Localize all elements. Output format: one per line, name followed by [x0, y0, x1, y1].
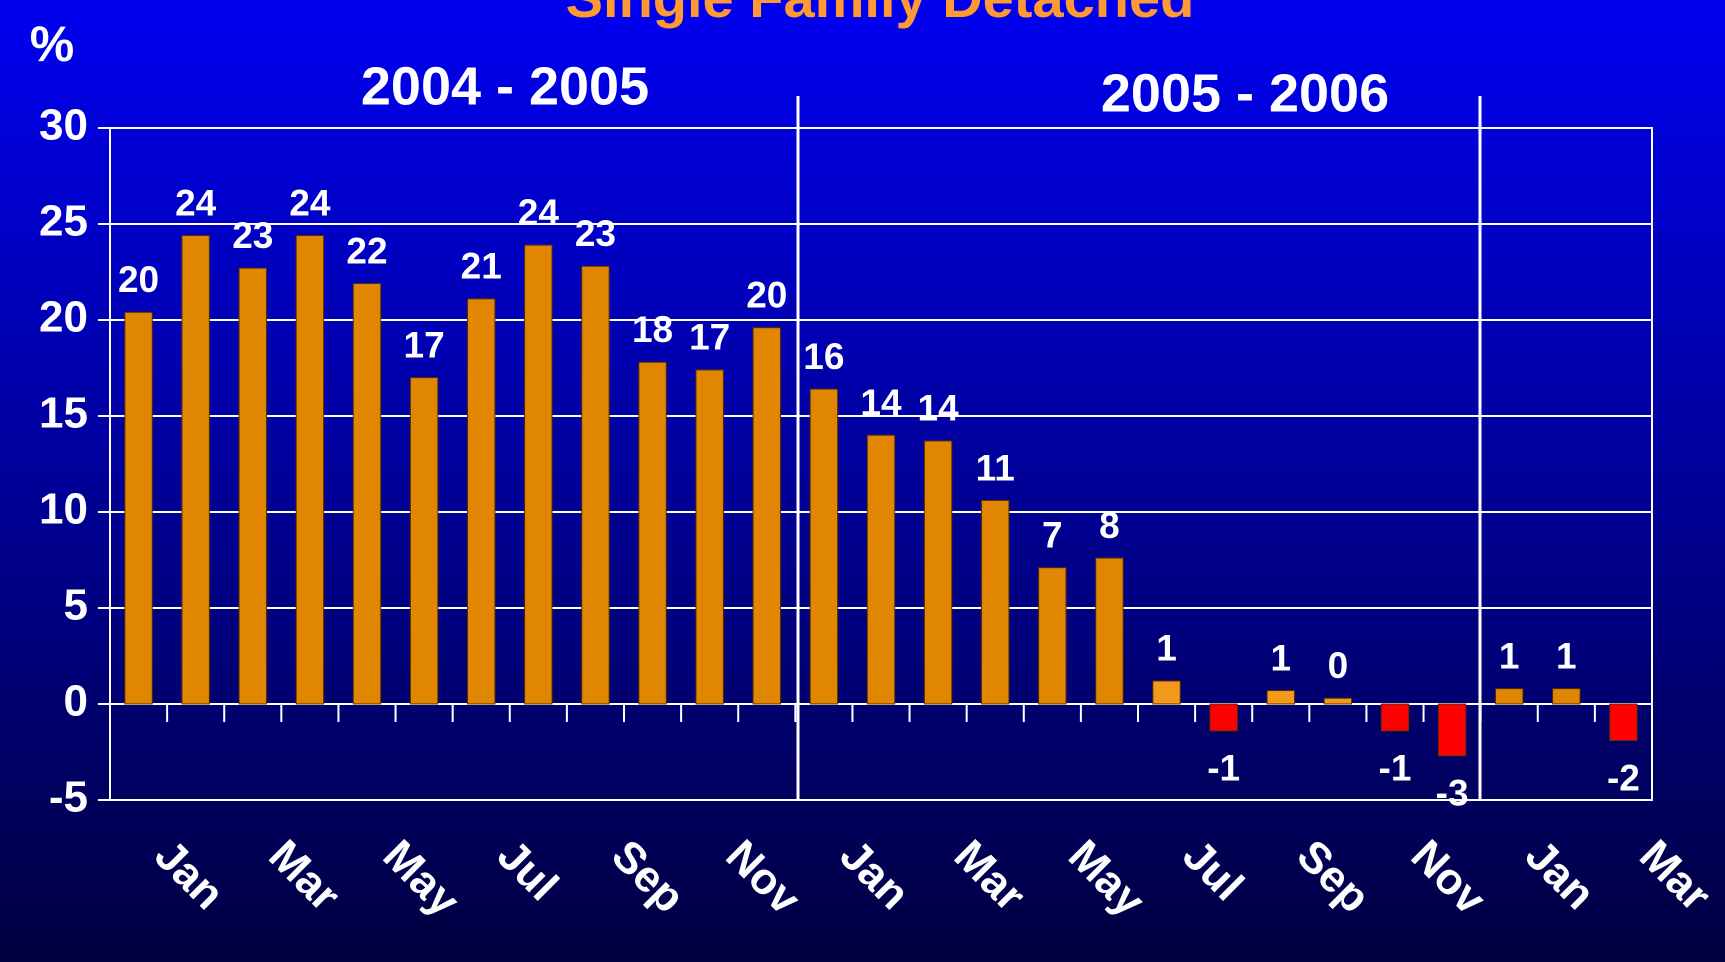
- y-tick-label: 25: [39, 197, 88, 246]
- bar: [124, 311, 153, 705]
- data-label: 7: [1042, 514, 1063, 555]
- bar: [695, 369, 724, 705]
- period-label: 2004 - 2005: [361, 56, 649, 116]
- data-label: 0: [1328, 645, 1349, 686]
- y-tick-label: 20: [39, 293, 88, 342]
- data-label: 8: [1099, 505, 1120, 546]
- data-label: 23: [232, 215, 273, 256]
- period-label: 2005 - 2006: [1101, 63, 1389, 123]
- bar: [1495, 688, 1524, 705]
- bar: [1323, 697, 1353, 705]
- bar: [1152, 680, 1181, 705]
- bar: [1609, 703, 1638, 741]
- data-label: 16: [803, 336, 844, 377]
- bar: [1380, 703, 1410, 732]
- data-label: 21: [461, 246, 502, 287]
- bar: [295, 235, 325, 705]
- bar: [1209, 703, 1238, 732]
- data-label: 24: [518, 192, 560, 233]
- bar: [524, 244, 553, 705]
- data-label: 1: [1156, 628, 1177, 669]
- bar: [467, 298, 496, 705]
- y-tick-label: 5: [64, 581, 88, 630]
- data-label: 18: [632, 309, 673, 350]
- data-label: 20: [746, 274, 787, 315]
- bar: [1266, 690, 1295, 705]
- bar: [581, 265, 610, 705]
- data-label: 11: [976, 447, 1015, 488]
- y-tick-label: -5: [49, 773, 88, 822]
- bar: [1038, 567, 1067, 705]
- bar: [1437, 703, 1467, 757]
- bar: [866, 434, 896, 705]
- bar: [1552, 688, 1581, 705]
- y-tick-label: 0: [64, 677, 88, 726]
- bar: [409, 377, 439, 705]
- bar: [1095, 557, 1124, 705]
- data-label: 1: [1499, 635, 1520, 676]
- data-label: 14: [918, 388, 960, 429]
- bar: [809, 388, 839, 705]
- data-label: 17: [689, 317, 730, 358]
- data-label: -1: [1207, 748, 1240, 789]
- data-label: -2: [1607, 757, 1640, 798]
- bar: [638, 361, 667, 705]
- y-tick-label: 10: [39, 485, 88, 534]
- data-label: 23: [575, 213, 616, 254]
- data-label: 22: [346, 230, 387, 271]
- data-label: 20: [118, 259, 159, 300]
- bar: [181, 235, 210, 705]
- chart-title: Single Family Detached: [566, 0, 1195, 29]
- y-tick-label: 15: [39, 389, 88, 438]
- data-label: 24: [175, 182, 217, 223]
- y-axis-label: %: [30, 16, 74, 72]
- bar: [923, 440, 953, 705]
- bar: [238, 267, 267, 705]
- data-label: 24: [289, 182, 331, 223]
- bar: [352, 283, 382, 705]
- data-label: -1: [1379, 748, 1412, 789]
- bar: [752, 327, 781, 705]
- bar: [981, 499, 1010, 705]
- y-tick-label: 30: [39, 101, 88, 150]
- data-label: 14: [860, 382, 902, 423]
- data-label: 1: [1556, 635, 1577, 676]
- data-label: 1: [1270, 637, 1291, 678]
- data-label: -3: [1436, 773, 1469, 814]
- data-label: 17: [404, 324, 445, 365]
